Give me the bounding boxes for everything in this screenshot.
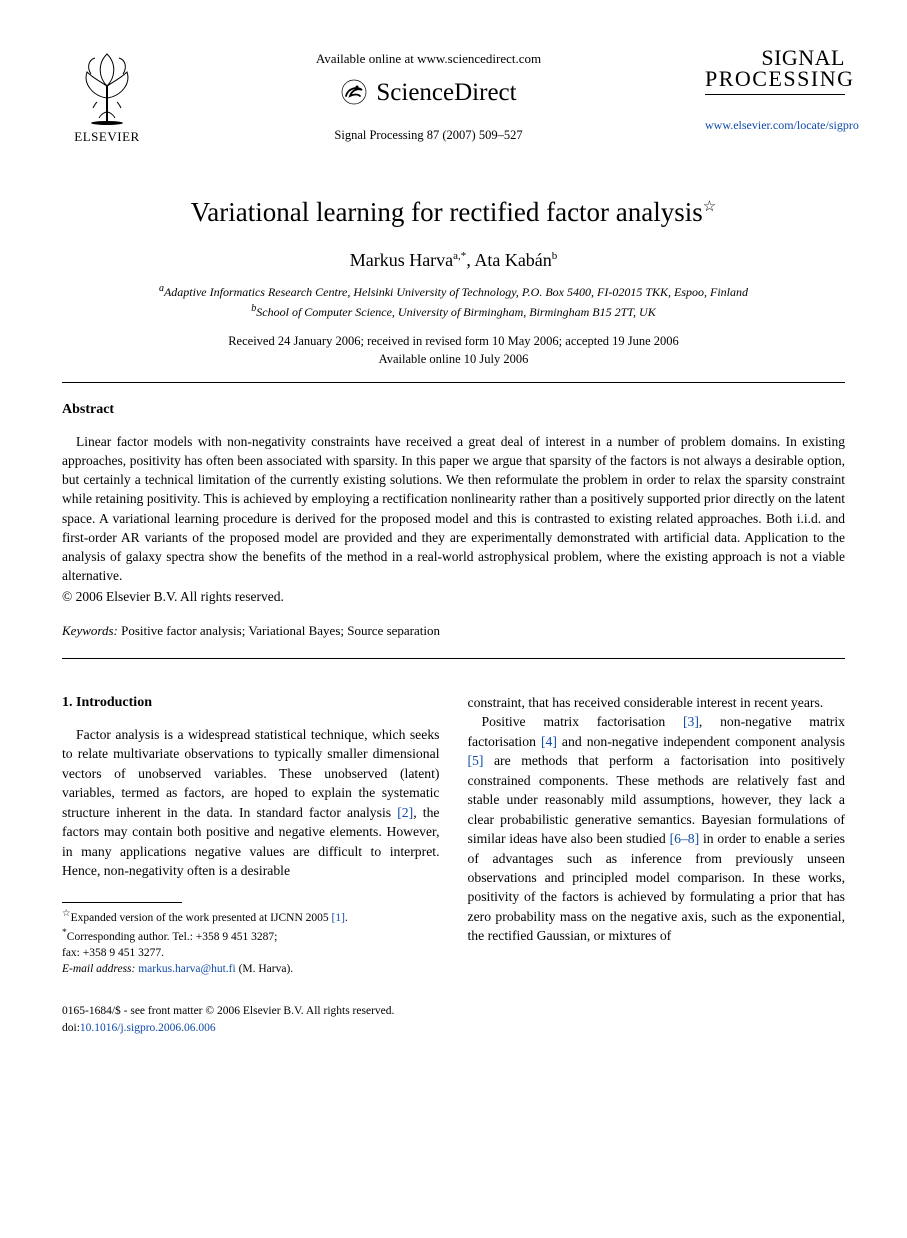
dates-line1: Received 24 January 2006; received in re… (62, 333, 845, 351)
paper-title: Variational learning for rectified facto… (62, 194, 845, 230)
page: ELSEVIER Available online at www.science… (0, 0, 907, 1076)
elsevier-label: ELSEVIER (62, 128, 152, 146)
footnote-star: ☆Expanded version of the work presented … (62, 907, 440, 926)
author-1-sup: a,* (453, 250, 466, 262)
cite-5[interactable]: [5] (468, 753, 484, 768)
sciencedirect-label: ScienceDirect (376, 76, 516, 110)
available-online-line: Available online at www.sciencedirect.co… (164, 50, 693, 68)
footnotes: ☆Expanded version of the work presented … (62, 902, 440, 977)
footnote-rule (62, 902, 182, 903)
email-address-link[interactable]: markus.harva@hut.fi (135, 963, 235, 975)
elsevier-logo-block: ELSEVIER (62, 48, 152, 146)
affil-b: bSchool of Computer Science, University … (62, 302, 845, 321)
abstract-heading: Abstract (62, 401, 845, 420)
author-2-sup: b (552, 250, 558, 262)
journal-block: SIGNAL PROCESSING www.elsevier.com/locat… (705, 48, 845, 133)
footnote-star-end: . (345, 912, 348, 924)
cite-3[interactable]: [3] (683, 714, 699, 729)
rule-before-abstract (62, 382, 845, 383)
title-footnote-star-icon: ☆ (703, 199, 716, 215)
intro-para-2: Positive matrix factorisation [3], non-n… (468, 712, 846, 945)
footnote-fax: fax: +358 9 451 3277. (62, 945, 440, 961)
cite-1[interactable]: [1] (332, 912, 345, 924)
abstract-copyright: © 2006 Elsevier B.V. All rights reserved… (62, 587, 845, 606)
header-center: Available online at www.sciencedirect.co… (152, 48, 705, 144)
doi-prefix: doi: (62, 1022, 80, 1034)
affil-a: aAdaptive Informatics Research Centre, H… (62, 282, 845, 301)
citation-line: Signal Processing 87 (2007) 509–527 (164, 127, 693, 144)
authors-line: Markus Harvaa,*, Ata Kabánb (62, 248, 845, 272)
intro-para-1: Factor analysis is a widespread statisti… (62, 725, 440, 881)
sciencedirect-swirl-icon (340, 78, 368, 106)
journal-title: SIGNAL PROCESSING (705, 48, 845, 90)
footnote-corresponding: *Corresponding author. Tel.: +358 9 451 … (62, 926, 440, 945)
abstract-body: Linear factor models with non-negativity… (62, 432, 845, 606)
footnote-star-text: Expanded version of the work presented a… (71, 912, 332, 924)
history-dates: Received 24 January 2006; received in re… (62, 333, 845, 368)
sciencedirect-logo: ScienceDirect (164, 76, 693, 110)
p2e: in order to enable a series of advantage… (468, 831, 846, 943)
front-matter-line: 0165-1684/$ - see front matter © 2006 El… (62, 1003, 845, 1019)
col1: 1. Introduction Factor analysis is a wid… (62, 693, 440, 978)
rule-after-abstract (62, 658, 845, 659)
header-bar: ELSEVIER Available online at www.science… (62, 48, 845, 146)
author-2: Ata Kabán (474, 250, 551, 270)
body-columns: 1. Introduction Factor analysis is a wid… (62, 693, 845, 978)
doi-line: doi:10.1016/j.sigpro.2006.06.006 (62, 1020, 845, 1036)
keywords-text: Positive factor analysis; Variational Ba… (118, 623, 440, 638)
affil-b-text: School of Computer Science, University o… (256, 305, 655, 319)
dates-line2: Available online 10 July 2006 (62, 351, 845, 369)
intro-para-1-cont: constraint, that has received considerab… (468, 693, 846, 712)
cite-4[interactable]: [4] (541, 734, 557, 749)
p1a: Factor analysis is a widespread statisti… (62, 727, 440, 820)
affil-a-text: Adaptive Informatics Research Centre, He… (164, 285, 748, 299)
keywords-label: Keywords: (62, 623, 118, 638)
email-tail: (M. Harva). (236, 963, 293, 975)
affiliations: aAdaptive Informatics Research Centre, H… (62, 282, 845, 321)
keywords-line: Keywords: Positive factor analysis; Vari… (62, 622, 845, 640)
footnote-corr-text: Corresponding author. Tel.: +358 9 451 3… (67, 931, 278, 943)
title-text: Variational learning for rectified facto… (191, 197, 703, 227)
cite-2[interactable]: [2] (397, 805, 413, 820)
footnote-star-sup: ☆ (62, 908, 71, 919)
doi-link[interactable]: 10.1016/j.sigpro.2006.06.006 (80, 1022, 216, 1034)
section-1-heading: 1. Introduction (62, 693, 440, 713)
p2c: and non-negative independent component a… (557, 734, 845, 749)
author-1: Markus Harva (350, 250, 453, 270)
elsevier-tree-icon (73, 48, 141, 126)
journal-title-line2: PROCESSING (705, 69, 845, 90)
cite-6-8[interactable]: [6–8] (670, 831, 700, 846)
p2a: Positive matrix factorisation (482, 714, 683, 729)
journal-rule (705, 94, 845, 95)
abstract-text: Linear factor models with non-negativity… (62, 432, 845, 585)
email-label: E-mail address: (62, 963, 135, 975)
footnote-email: E-mail address: markus.harva@hut.fi (M. … (62, 961, 440, 977)
journal-link[interactable]: www.elsevier.com/locate/sigpro (705, 117, 845, 133)
page-footer: 0165-1684/$ - see front matter © 2006 El… (62, 1003, 845, 1035)
